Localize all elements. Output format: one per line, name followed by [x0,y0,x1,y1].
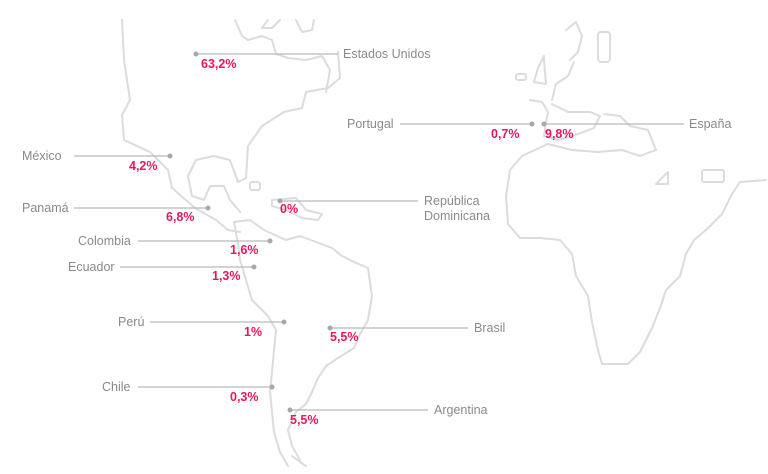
marker-chile [269,384,275,390]
value-panama: 6,8% [166,210,195,224]
value-spain: 9,8% [545,127,574,141]
label-portugal: Portugal [347,117,394,131]
value-usa: 63,2% [201,57,237,71]
north-america-border [234,19,331,93]
label-dominican-line1: República [424,194,480,208]
value-dominican: 0% [280,202,299,216]
africa [505,143,767,365]
label-usa: Estados Unidos [343,47,431,61]
south-america-pacific-coast [233,221,289,467]
africa-north-coast [547,143,657,157]
ireland [515,73,527,81]
britain [533,55,547,85]
marker-peru [281,319,287,325]
value-colombia: 1,6% [230,243,259,257]
marker-argentina [287,407,293,413]
value-mexico: 4,2% [129,159,158,173]
france-coast [551,61,575,101]
arabia-fragment [701,169,725,183]
red-sea-coast [655,171,669,185]
tierra-del-fuego [291,455,307,467]
scandinavia [565,21,583,61]
north-america-west-coast [121,19,241,233]
hispaniola [271,197,323,221]
northern-south-america [233,219,373,461]
label-panama: Panamá [22,201,69,215]
label-brazil: Brasil [474,321,506,335]
italy-coast [603,113,657,151]
marker-colombia [267,238,273,244]
label-argentina: Argentina [434,403,488,417]
value-brazil: 5,5% [330,330,359,344]
us-east-coast [187,51,341,213]
label-spain: España [689,117,732,131]
canada-island [261,19,281,29]
marker-mexico [167,153,173,159]
marker-portugal [529,121,535,127]
cuba-islet [249,181,261,191]
marker-ecuador [251,264,257,270]
value-argentina: 5,5% [290,413,319,427]
value-chile: 0,3% [230,390,259,404]
label-mexico: México [22,149,62,163]
label-dominican-line2: Dominicana [424,209,491,223]
marker-dominican [277,198,283,204]
marker-usa [193,51,199,57]
label-peru: Perú [118,315,145,329]
value-portugal: 0,7% [491,127,520,141]
label-ecuador: Ecuador [68,260,115,274]
value-peru: 1% [244,325,263,339]
leader-lines [74,51,684,413]
nordic-island [597,31,611,63]
marker-brazil [327,325,333,331]
marker-spain [541,121,547,127]
value-ecuador: 1,3% [212,269,241,283]
label-chile: Chile [102,380,131,394]
label-colombia: Colombia [78,234,131,248]
marker-panama [205,205,211,211]
canada-coast [295,19,315,33]
coastlines [121,19,767,467]
iberian-peninsula [529,99,601,141]
